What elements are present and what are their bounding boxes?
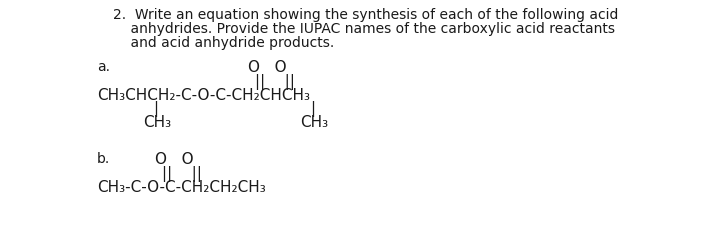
- Text: CH₃: CH₃: [300, 115, 328, 130]
- Text: and acid anhydride products.: and acid anhydride products.: [113, 36, 334, 50]
- Text: CH₃: CH₃: [143, 115, 171, 130]
- Text: CH₃CHCH₂-C-O-C-CH₂CHCH₃: CH₃CHCH₂-C-O-C-CH₂CHCH₃: [97, 88, 310, 103]
- Text: ||    ||: || ||: [162, 166, 202, 182]
- Text: |: |: [153, 101, 158, 117]
- Text: CH₃-C-O-C-CH₂CH₂CH₃: CH₃-C-O-C-CH₂CH₂CH₃: [97, 180, 266, 195]
- Text: 2.  Write an equation showing the synthesis of each of the following acid: 2. Write an equation showing the synthes…: [113, 8, 618, 22]
- Text: O   O: O O: [248, 60, 287, 75]
- Text: O   O: O O: [155, 152, 193, 167]
- Text: b.: b.: [97, 152, 110, 166]
- Text: anhydrides. Provide the IUPAC names of the carboxylic acid reactants: anhydrides. Provide the IUPAC names of t…: [113, 22, 615, 36]
- Text: |: |: [310, 101, 315, 117]
- Text: ||    ||: || ||: [255, 74, 295, 90]
- Text: a.: a.: [97, 60, 110, 74]
